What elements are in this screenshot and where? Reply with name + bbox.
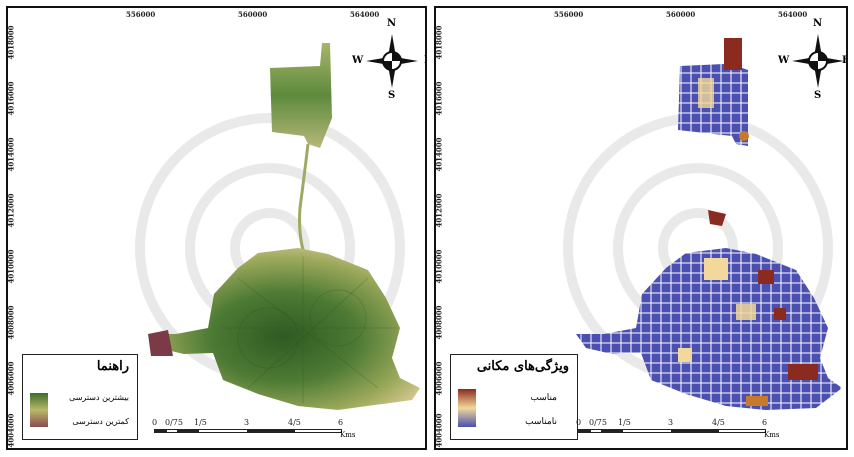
scale-segment — [154, 429, 166, 433]
street-texture — [220, 256, 396, 404]
scale-label: 0 — [576, 418, 582, 427]
compass-n: N — [813, 18, 823, 29]
scale-label: 6 — [338, 418, 344, 427]
spatial-features-map-panel: 556000 560000 564000 4018000 4016000 401… — [434, 6, 848, 450]
suitable-patch — [758, 270, 774, 284]
scale-segment — [248, 429, 294, 433]
scale-label: 1/5 — [618, 418, 631, 427]
connecting-road — [298, 143, 310, 254]
spatial-features-map — [563, 38, 842, 410]
suitable-patch — [724, 38, 742, 70]
scale-bar: 0 0/75 1/5 3 4/5 6 Kms — [152, 418, 356, 442]
x-tick-label: 556000 — [126, 10, 156, 19]
x-tick-label: 564000 — [778, 10, 808, 19]
compass-s: S — [388, 90, 396, 101]
scale-label: 3 — [668, 418, 674, 427]
scale-segment — [178, 429, 198, 433]
north-district-shape — [270, 43, 332, 148]
compass-w: W — [778, 55, 790, 66]
legend-ramp — [30, 393, 48, 427]
compass-n: N — [387, 18, 397, 29]
medium-patch — [698, 78, 714, 108]
scale-label: 0/75 — [165, 418, 183, 427]
x-tick-label: 560000 — [666, 10, 696, 19]
accessibility-map-panel: 556000 560000 564000 4018000 4016000 401… — [6, 6, 427, 450]
accessibility-map — [135, 43, 420, 410]
legend-title: راهنما — [96, 359, 129, 374]
medium-patch — [704, 258, 728, 280]
north-arrow: N S W E — [778, 18, 846, 101]
medium-patch — [736, 304, 756, 320]
x-tick-label: 564000 — [350, 10, 380, 19]
scale-segment — [622, 429, 672, 433]
scale-segment — [602, 429, 622, 433]
low-access-patch — [148, 330, 173, 356]
scale-bar: 0 0/75 1/5 3 4/5 6 Kms — [576, 418, 780, 442]
scale-segment — [672, 429, 718, 433]
scale-segment — [294, 429, 342, 433]
main-city-shape — [576, 248, 842, 410]
suitable-patch — [739, 131, 749, 141]
scale-segment — [718, 429, 766, 433]
suitable-patch — [774, 308, 786, 320]
legend-title: ویژگی‌های مکانی — [476, 359, 569, 374]
scale-segment — [590, 429, 602, 433]
legend-high-label: مناسب — [530, 393, 557, 403]
legend-ramp — [458, 389, 476, 427]
scale-label: 1/5 — [194, 418, 207, 427]
x-tick-label: 556000 — [554, 10, 584, 19]
legend-low-label: کمترین دسترسی — [72, 417, 129, 426]
x-tick-label: 560000 — [238, 10, 268, 19]
scale-label: 0/75 — [589, 418, 607, 427]
suitable-patch — [708, 210, 726, 226]
scale-segment — [198, 429, 248, 433]
compass-e: E — [842, 55, 846, 66]
medium-patch — [678, 348, 692, 362]
legend: ویژگی‌های مکانی مناسب نامناسب — [450, 354, 578, 440]
scale-unit: Kms — [340, 431, 356, 439]
scale-label: 3 — [244, 418, 250, 427]
scale-label: 4/5 — [288, 418, 301, 427]
suitable-patch — [788, 364, 818, 380]
legend-high-label: بیشترین دسترسی — [69, 393, 129, 402]
legend: راهنما بیشترین دسترسی کمترین دسترسی — [22, 354, 138, 440]
main-city-shape — [148, 248, 420, 410]
scale-label: 4/5 — [712, 418, 725, 427]
legend-low-label: نامناسب — [525, 417, 557, 427]
compass-w: W — [352, 55, 364, 66]
scale-segment — [578, 429, 590, 433]
north-arrow: N S W E — [352, 18, 425, 101]
scale-segment — [166, 429, 178, 433]
scale-label: 6 — [762, 418, 768, 427]
scale-label: 0 — [152, 418, 158, 427]
scale-unit: Kms — [764, 431, 780, 439]
compass-e: E — [424, 55, 425, 66]
compass-s: S — [814, 90, 822, 101]
suitable-patch — [746, 396, 768, 406]
